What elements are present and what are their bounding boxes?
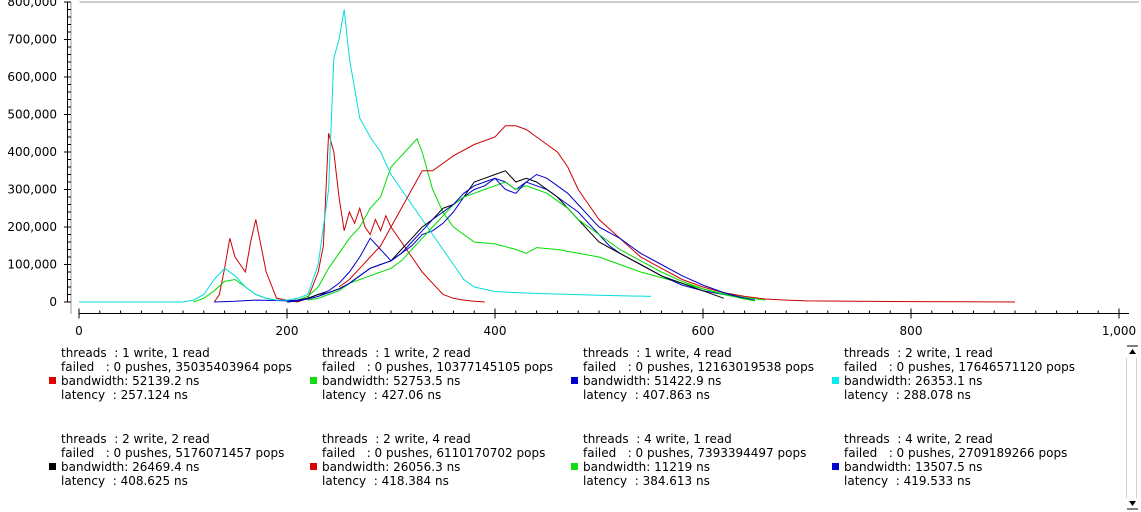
legend-swatch bbox=[571, 463, 578, 470]
legend-bandwidth: bandwidth: 13507.5 ns bbox=[844, 460, 983, 474]
legend-latency: latency : 427.06 ns bbox=[322, 388, 442, 402]
legend-latency: latency : 419.533 ns bbox=[844, 474, 971, 488]
legend-threads: threads : 2 write, 2 read bbox=[61, 432, 210, 446]
legend-entry: threads : 2 write, 2 read failed : 0 push… bbox=[49, 432, 323, 488]
plot-frame bbox=[70, 1, 1139, 314]
legend-failed: failed : 0 pushes, 12163019538 pops bbox=[583, 360, 814, 374]
series-line-3 bbox=[214, 177, 756, 303]
series-line-6 bbox=[338, 125, 1016, 303]
legend-latency: latency : 384.613 ns bbox=[583, 474, 710, 488]
legend-latency: latency : 408.625 ns bbox=[61, 474, 188, 488]
x-tick-label: 200 bbox=[276, 324, 299, 338]
legend-swatch bbox=[832, 377, 839, 384]
y-axis: 0 100,000 200,000 300,000 400,000 500,000 600,… bbox=[7, 0, 71, 309]
legend-entry: threads : 2 write, 4 read failed : 0 push… bbox=[310, 432, 584, 488]
x-tick-label: 0 bbox=[75, 324, 83, 338]
legend-threads: threads : 4 write, 1 read bbox=[583, 432, 732, 446]
legend-failed: failed : 0 pushes, 10377145105 pops bbox=[322, 360, 553, 374]
scroll-up-arrow-icon[interactable] bbox=[1127, 345, 1138, 357]
series-line-4 bbox=[79, 9, 652, 303]
legend-failed: failed : 0 pushes, 5176071457 pops bbox=[61, 446, 285, 460]
legend-bandwidth: bandwidth: 11219 ns bbox=[583, 460, 710, 474]
legend-bandwidth: bandwidth: 51422.9 ns bbox=[583, 374, 722, 388]
legend-swatch bbox=[49, 377, 56, 384]
legend: threads : 1 write, 1 read failed : 0 push… bbox=[0, 340, 1124, 512]
series-line-1 bbox=[213, 133, 485, 303]
line-chart: 0 100,000 200,000 300,000 400,000 500,000 600,… bbox=[7, 0, 1139, 338]
legend-entry: threads : 4 write, 2 read failed : 0 push… bbox=[832, 432, 1106, 488]
legend-entry: threads : 2 write, 1 read failed : 0 push… bbox=[832, 346, 1106, 402]
legend-swatch bbox=[310, 463, 317, 470]
legend-bandwidth: bandwidth: 26353.1 ns bbox=[844, 374, 983, 388]
legend-latency: latency : 257.124 ns bbox=[61, 388, 188, 402]
legend-threads: threads : 1 write, 4 read bbox=[583, 346, 732, 360]
y-tick-label: 300,000 bbox=[7, 183, 57, 197]
scroll-down-arrow-icon[interactable] bbox=[1127, 498, 1138, 510]
legend-threads: threads : 2 write, 4 read bbox=[322, 432, 471, 446]
x-axis: 0 200 400 600 800 1,000 bbox=[75, 308, 1136, 338]
legend-swatch bbox=[571, 377, 578, 384]
y-tick-label: 600,000 bbox=[7, 70, 57, 84]
legend-threads: threads : 4 write, 2 read bbox=[844, 432, 993, 446]
legend-swatch bbox=[310, 377, 317, 384]
legend-entry: threads : 1 write, 2 read failed : 0 push… bbox=[310, 346, 584, 402]
legend-failed: failed : 0 pushes, 35035403964 pops bbox=[61, 360, 292, 374]
y-tick-label: 400,000 bbox=[7, 145, 57, 159]
y-tick-label: 800,000 bbox=[7, 0, 57, 9]
y-tick-label: 0 bbox=[49, 295, 57, 309]
legend-bandwidth: bandwidth: 26056.3 ns bbox=[322, 460, 461, 474]
x-tick-label: 1,000 bbox=[1102, 324, 1136, 338]
series-layer bbox=[79, 9, 1016, 303]
legend-bandwidth: bandwidth: 52139.2 ns bbox=[61, 374, 200, 388]
x-tick-label: 800 bbox=[900, 324, 923, 338]
legend-scrollbar[interactable] bbox=[1124, 340, 1141, 512]
legend-swatch bbox=[832, 463, 839, 470]
legend-entry: threads : 4 write, 1 read failed : 0 push… bbox=[571, 432, 845, 488]
legend-failed: failed : 0 pushes, 17646571120 pops bbox=[844, 360, 1075, 374]
legend-latency: latency : 418.384 ns bbox=[322, 474, 449, 488]
y-tick-label: 100,000 bbox=[7, 258, 57, 272]
legend-threads: threads : 2 write, 1 read bbox=[844, 346, 993, 360]
series-line-8 bbox=[286, 173, 745, 303]
legend-entry: threads : 1 write, 1 read failed : 0 push… bbox=[49, 346, 323, 402]
legend-bandwidth: bandwidth: 52753.5 ns bbox=[322, 374, 461, 388]
legend-failed: failed : 0 pushes, 7393394497 pops bbox=[583, 446, 807, 460]
y-tick-label: 500,000 bbox=[7, 108, 57, 122]
series-line-7 bbox=[307, 181, 756, 302]
legend-bandwidth: bandwidth: 26469.4 ns bbox=[61, 460, 200, 474]
legend-entry: threads : 1 write, 4 read failed : 0 push… bbox=[571, 346, 845, 402]
legend-latency: latency : 407.863 ns bbox=[583, 388, 710, 402]
y-tick-label: 200,000 bbox=[7, 220, 57, 234]
legend-failed: failed : 0 pushes, 6110170702 pops bbox=[322, 446, 546, 460]
y-tick-label: 700,000 bbox=[7, 33, 57, 47]
x-tick-label: 600 bbox=[692, 324, 715, 338]
scrollbar-track[interactable] bbox=[1126, 358, 1137, 498]
legend-threads: threads : 1 write, 2 read bbox=[322, 346, 471, 360]
legend-failed: failed : 0 pushes, 2709189266 pops bbox=[844, 446, 1068, 460]
x-tick-label: 400 bbox=[484, 324, 507, 338]
legend-latency: latency : 288.078 ns bbox=[844, 388, 971, 402]
legend-threads: threads : 1 write, 1 read bbox=[61, 346, 210, 360]
legend-swatch bbox=[49, 463, 56, 470]
